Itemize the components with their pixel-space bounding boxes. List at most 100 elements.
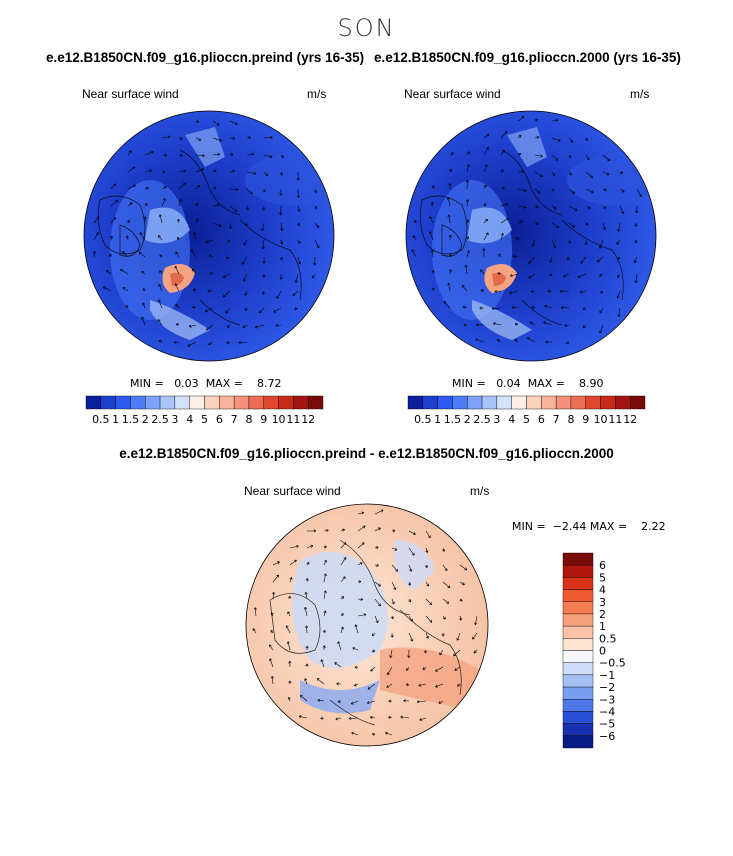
wind-arrow xyxy=(582,307,587,310)
wind-arrow xyxy=(279,205,283,216)
wind-arrow xyxy=(102,286,112,292)
left-colorbar-swatch xyxy=(204,395,220,410)
right-colorbar-swatch xyxy=(615,395,631,410)
right-colorbar-swatch xyxy=(437,395,453,410)
wind-arrow xyxy=(447,282,451,292)
wind-arrow xyxy=(187,341,197,347)
right-colorbar-tick-label: 5 xyxy=(523,413,530,426)
wind-arrow xyxy=(228,222,232,229)
wind-arrow xyxy=(374,563,379,567)
left-minmax: MIN = 0.03 MAX = 8.72 xyxy=(130,377,282,390)
wind-arrow xyxy=(476,323,485,327)
wind-arrow xyxy=(275,323,282,327)
wind-arrow xyxy=(285,625,291,634)
wind-arrow xyxy=(568,222,575,228)
wind-arrow xyxy=(276,290,282,299)
wind-arrow xyxy=(245,205,249,211)
wind-arrow xyxy=(138,251,146,258)
wind-arrow xyxy=(92,251,96,258)
diff-colorbar-swatch xyxy=(562,552,594,566)
wind-arrow xyxy=(261,222,265,231)
wind-arrow xyxy=(374,598,381,607)
wind-arrow xyxy=(564,323,570,328)
diff-colorbar-swatch xyxy=(562,711,594,724)
wind-arrow xyxy=(304,678,308,685)
wind-arrow xyxy=(212,152,220,156)
wind-arrow xyxy=(223,290,231,298)
wind-arrow xyxy=(448,234,452,241)
diff-colorbar-tick-label: 4 xyxy=(599,584,606,597)
wind-arrow xyxy=(500,186,505,190)
wind-arrow xyxy=(598,239,604,249)
wind-arrow xyxy=(449,152,454,156)
wind-arrow xyxy=(323,545,327,549)
wind-arrow xyxy=(517,153,522,156)
left-colorbar-swatch xyxy=(145,395,161,410)
wind-arrow xyxy=(292,290,299,296)
right-colorbar-swatch xyxy=(600,395,616,410)
wind-arrow xyxy=(425,615,433,623)
right-colorbar-tick-label: 1.5 xyxy=(444,413,462,426)
left-colorbar-swatch xyxy=(233,395,250,410)
wind-arrow xyxy=(93,216,100,224)
wind-arrow xyxy=(509,273,519,278)
wind-arrow xyxy=(314,239,320,249)
wind-arrow xyxy=(305,578,309,583)
right-colorbar-tick-label: 0.5 xyxy=(414,413,432,426)
wind-arrow xyxy=(246,136,251,140)
wind-arrow xyxy=(354,683,359,687)
wind-arrow xyxy=(158,214,163,224)
wind-arrow xyxy=(391,564,398,572)
diff-units-label: m/s xyxy=(470,484,490,498)
wind-arrow xyxy=(269,644,274,651)
wind-arrow xyxy=(322,645,326,651)
wind-arrow xyxy=(600,290,604,294)
wind-arrow xyxy=(391,529,396,533)
wind-arrow xyxy=(205,239,214,244)
wind-arrow xyxy=(270,612,274,617)
wind-arrow xyxy=(480,289,485,293)
wind-arrow xyxy=(483,184,487,190)
wind-arrow xyxy=(549,256,553,263)
wind-arrow xyxy=(174,265,180,275)
right-minmax: MIN = 0.04 MAX = 8.90 xyxy=(452,377,604,390)
wind-arrow xyxy=(122,251,129,258)
wind-arrow xyxy=(617,307,621,318)
wind-arrow xyxy=(500,217,509,224)
wind-arrow xyxy=(459,564,468,571)
wind-arrow xyxy=(579,290,587,294)
wind-arrow xyxy=(634,222,638,227)
left-colorbar-swatch xyxy=(248,395,264,410)
wind-arrow xyxy=(272,561,280,566)
diff-colorbar-swatch xyxy=(562,650,594,663)
wind-arrow xyxy=(286,641,291,651)
wind-arrow xyxy=(174,283,180,292)
wind-arrow xyxy=(500,149,505,156)
wind-arrow xyxy=(425,530,431,539)
wind-arrow xyxy=(516,236,520,241)
diff-colorbar-swatch xyxy=(562,723,594,737)
wind-arrow xyxy=(263,135,273,140)
wind-arrow xyxy=(534,188,541,194)
wind-arrow xyxy=(323,590,327,600)
wind-arrow xyxy=(429,231,434,241)
wind-arrow xyxy=(314,222,320,228)
wind-arrow xyxy=(531,306,536,310)
wind-arrow xyxy=(304,592,308,600)
wind-arrow xyxy=(496,339,502,343)
wind-arrow xyxy=(357,580,362,584)
right-colorbar-swatch xyxy=(467,395,483,410)
left-colorbar-swatch xyxy=(100,395,116,410)
wind-arrow xyxy=(419,717,427,721)
left-colorbar-tick-label: 9 xyxy=(260,413,267,426)
diff-colorbar-tick-label: 0.5 xyxy=(599,632,617,645)
left-colorbar-tick-label: 2 xyxy=(142,413,149,426)
wind-arrow xyxy=(120,269,129,275)
right-colorbar-tick-label: 10 xyxy=(594,413,608,426)
wind-arrow xyxy=(288,595,292,600)
wind-arrow xyxy=(229,153,234,157)
wind-arrow xyxy=(303,606,308,617)
wind-arrow xyxy=(372,649,376,653)
right-units-label: m/s xyxy=(630,87,650,101)
